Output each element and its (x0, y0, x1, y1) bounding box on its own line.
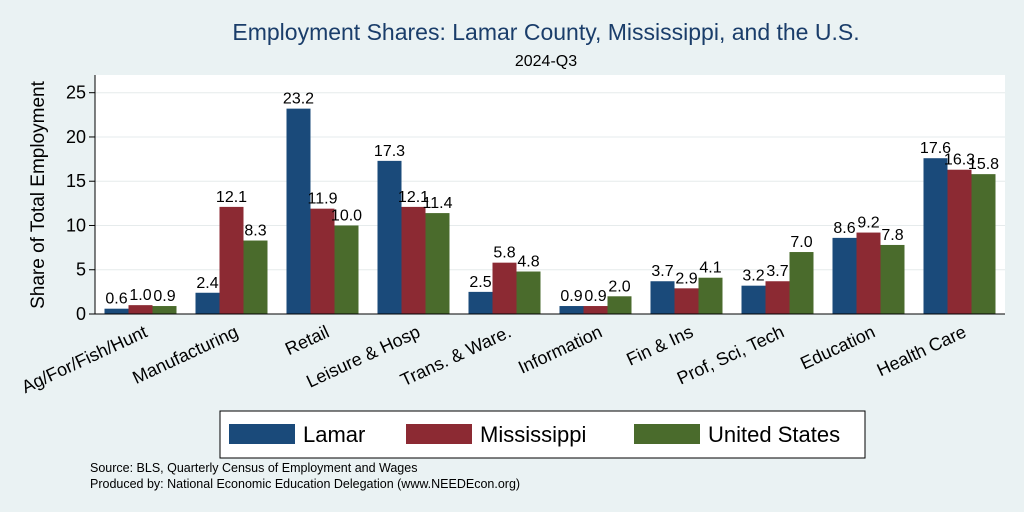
data-label-lamar-7: 3.2 (742, 268, 764, 285)
data-label-lamar-5: 0.9 (560, 288, 582, 305)
bar-united-states-3 (425, 213, 450, 314)
bar-lamar-2 (286, 108, 311, 314)
data-label-mississippi-3: 12.1 (398, 189, 429, 206)
y-ticks: 0 5 10 15 20 25 (66, 83, 95, 324)
data-label-mississippi-9: 16.3 (944, 152, 975, 169)
legend-label-mississippi: Mississippi (480, 422, 586, 447)
bar-mississippi-7 (765, 281, 790, 314)
data-label-mississippi-1: 12.1 (216, 189, 247, 206)
data-label-lamar-6: 3.7 (651, 263, 673, 280)
bar-united-states-4 (516, 271, 541, 314)
bar-united-states-5 (607, 296, 632, 314)
y-axis-title: Share of Total Employment (28, 80, 49, 308)
bar-mississippi-0 (128, 305, 153, 314)
data-label-mississippi-4: 5.8 (493, 245, 515, 262)
data-label-united-states-2: 10.0 (331, 207, 362, 224)
bar-mississippi-4 (492, 262, 517, 314)
y-tick-label-25: 25 (66, 83, 86, 103)
data-label-united-states-4: 4.8 (517, 254, 539, 271)
data-labels: 0.6 1.0 0.92.412.18.323.211.910.017.312.11… (105, 91, 999, 308)
data-label-lamar-1: 2.4 (196, 275, 218, 292)
data-label-mississippi-5: 0.9 (584, 288, 606, 305)
legend: Lamar Mississippi United States (219, 410, 866, 459)
data-label-mississippi-2: 11.9 (308, 191, 338, 208)
legend-box (219, 410, 866, 459)
y-tick-label-5: 5 (76, 260, 86, 280)
bar-united-states-2 (334, 225, 359, 314)
legend-label-united-states: United States (708, 422, 840, 447)
data-label-mississippi-8: 9.2 (857, 215, 879, 232)
bar-mississippi-5 (583, 306, 608, 314)
data-label-united-states-5: 2.0 (608, 278, 630, 295)
legend-label-lamar: Lamar (303, 422, 365, 447)
legend-swatch-mississippi (406, 424, 472, 444)
data-label-united-states-9: 15.8 (968, 156, 999, 173)
chart-title: Employment Shares: Lamar County, Mississ… (232, 19, 859, 45)
bar-lamar-0 (104, 308, 129, 314)
bar-mississippi-6 (674, 288, 699, 314)
data-label-lamar-2: 23.2 (283, 91, 314, 108)
data-label-mississippi-7: 3.7 (766, 263, 788, 280)
y-tick-label-10: 10 (66, 215, 86, 235)
chart-subtitle: 2024-Q3 (515, 53, 577, 70)
bar-mississippi-9 (947, 169, 972, 314)
bar-lamar-7 (741, 285, 766, 314)
data-label-lamar-9: 17.6 (920, 140, 951, 157)
data-label-united-states-1: 8.3 (244, 223, 266, 240)
bar-lamar-6 (650, 281, 675, 314)
data-label-united-states-6: 4.1 (699, 260, 721, 277)
data-label-lamar-8: 8.6 (833, 220, 855, 237)
bar-lamar-4 (468, 291, 493, 314)
data-label-lamar-3: 17.3 (374, 143, 405, 160)
bar-united-states-7 (789, 252, 814, 314)
data-label-united-states-8: 7.8 (881, 227, 903, 244)
bar-lamar-8 (832, 237, 857, 314)
bar-united-states-1 (243, 240, 268, 314)
bar-united-states-6 (698, 277, 723, 314)
data-label-lamar-0: 0.6 (105, 291, 127, 308)
bar-united-states-0 (152, 306, 177, 314)
legend-swatch-lamar (229, 424, 295, 444)
source-note: Source: BLS, Quarterly Census of Employm… (90, 461, 417, 475)
data-label-united-states-7: 7.0 (790, 234, 812, 251)
data-label-mississippi-0: 1.0 (129, 287, 151, 304)
legend-swatch-united-states (634, 424, 700, 444)
data-label-lamar-4: 2.5 (469, 274, 491, 291)
bar-lamar-9 (923, 158, 948, 314)
bar-united-states-8 (880, 244, 905, 314)
bar-mississippi-8 (856, 232, 881, 314)
bars (104, 108, 996, 314)
produced-by-note: Produced by: National Economic Education… (90, 477, 520, 491)
bar-lamar-5 (559, 306, 584, 314)
data-label-mississippi-6: 2.9 (675, 270, 697, 287)
bar-lamar-3 (377, 160, 402, 314)
y-tick-label-15: 15 (66, 171, 86, 191)
bar-mississippi-3 (401, 206, 426, 314)
y-tick-label-20: 20 (66, 127, 86, 147)
bar-mississippi-2 (310, 208, 335, 314)
bar-lamar-1 (195, 292, 220, 314)
data-label-united-states-0: 0.9 (153, 288, 175, 305)
bar-united-states-9 (971, 174, 996, 314)
data-label-united-states-3: 11.4 (423, 195, 453, 212)
y-tick-label-0: 0 (76, 304, 86, 324)
bar-mississippi-1 (219, 206, 244, 314)
